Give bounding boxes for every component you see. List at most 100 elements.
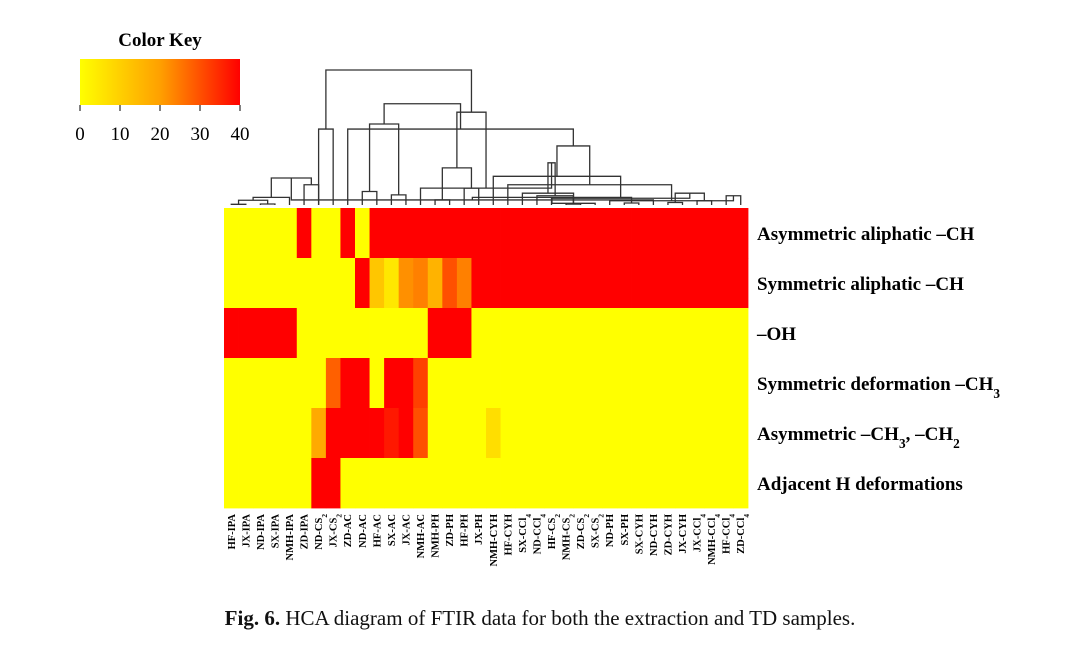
heatmap-cell xyxy=(544,408,560,459)
heatmap-cell xyxy=(558,408,574,459)
heatmap-cell xyxy=(238,308,254,359)
heatmap-cell xyxy=(544,358,560,409)
heatmap-cell xyxy=(646,208,662,259)
heatmap-cell xyxy=(675,458,691,509)
heatmap-cell xyxy=(689,258,705,309)
column-label: NMH-PH xyxy=(431,514,442,558)
heatmap-cell xyxy=(529,208,545,259)
heatmap-cell xyxy=(573,308,589,359)
heatmap-cell xyxy=(471,308,487,359)
heatmap-cell xyxy=(253,458,269,509)
heatmap-cell xyxy=(675,358,691,409)
heatmap-cell xyxy=(646,308,662,359)
color-key-tick-label: 40 xyxy=(231,124,250,145)
heatmap-cell xyxy=(369,358,385,409)
column-label: HF-CCl4 xyxy=(722,514,737,554)
heatmap-cell xyxy=(325,408,341,459)
heatmap-cell xyxy=(675,308,691,359)
heatmap-cell xyxy=(224,208,239,259)
column-label: ZD-PH xyxy=(445,514,456,547)
heatmap-cell xyxy=(544,458,560,509)
color-key-tick-label: 30 xyxy=(191,124,210,145)
column-label: NMH-CCl4 xyxy=(707,514,722,565)
heatmap-cell xyxy=(689,308,705,359)
heatmap-cell xyxy=(442,208,458,259)
heatmap-cell xyxy=(267,258,283,309)
heatmap-cell xyxy=(427,408,443,459)
heatmap-cell xyxy=(617,458,632,509)
heatmap-cell xyxy=(325,208,341,259)
column-label: SX-CYH xyxy=(634,514,645,554)
heatmap-cell xyxy=(646,408,662,459)
heatmap-cell xyxy=(573,208,589,259)
column-label: SX-PH xyxy=(620,514,631,546)
heatmap-cell xyxy=(602,458,618,509)
heatmap-cell xyxy=(733,408,749,459)
heatmap-cell xyxy=(602,408,618,459)
heatmap-cell xyxy=(427,358,443,409)
heatmap-cell xyxy=(282,208,298,259)
heatmap-cell xyxy=(311,458,327,509)
heatmap-cell xyxy=(733,458,749,509)
color-key: Color Key 0 10 20 30 40 xyxy=(75,30,249,145)
column-label: ZD-CS2 xyxy=(576,514,591,550)
heatmap-cell xyxy=(486,208,501,259)
heatmap-cell xyxy=(325,358,341,409)
heatmap-cell xyxy=(515,458,531,509)
heatmap-cell xyxy=(573,458,589,509)
column-label: HF-PH xyxy=(460,514,471,547)
heatmap-cell xyxy=(369,258,385,309)
heatmap-cell xyxy=(384,308,400,359)
heatmap-cell xyxy=(471,458,487,509)
heatmap-cell xyxy=(718,408,734,459)
column-label: SX-AC xyxy=(387,514,398,546)
heatmap-cell xyxy=(704,308,720,359)
heatmap-cell xyxy=(384,358,400,409)
heatmap-cell xyxy=(587,258,603,309)
heatmap-cell xyxy=(340,408,356,459)
heatmap-cell xyxy=(646,258,662,309)
heatmap-cell xyxy=(587,408,603,459)
heatmap-cell xyxy=(544,258,560,309)
heatmap-cell xyxy=(558,308,574,359)
heatmap-cell xyxy=(486,458,501,509)
heatmap-cell xyxy=(602,258,618,309)
heatmap-cell xyxy=(224,408,239,459)
column-label: ND-CS2 xyxy=(314,514,329,550)
heatmap-cell xyxy=(267,408,283,459)
heatmap-cell xyxy=(456,358,472,409)
column-label: NMH-CS2 xyxy=(562,514,577,561)
heatmap-cell xyxy=(587,308,603,359)
column-label: ND-CYH xyxy=(649,514,660,556)
heatmap-cell xyxy=(253,408,269,459)
heatmap-cell xyxy=(311,408,327,459)
column-label: SX-CCl4 xyxy=(518,514,533,553)
heatmap-cell xyxy=(413,408,429,459)
heatmap-cell xyxy=(500,358,516,409)
heatmap-cell xyxy=(325,308,341,359)
heatmap-cell xyxy=(253,358,269,409)
heatmap-cell xyxy=(675,408,691,459)
heatmap-cell xyxy=(282,408,298,459)
heatmap-cell xyxy=(675,208,691,259)
row-label: Symmetric deformation –CH3 xyxy=(757,374,1000,401)
heatmap-cell xyxy=(587,458,603,509)
heatmap-cell xyxy=(384,408,400,459)
heatmap-cell xyxy=(384,458,400,509)
heatmap-cell xyxy=(355,408,370,459)
heatmap-cell xyxy=(529,308,545,359)
heatmap-cell xyxy=(558,258,574,309)
heatmap-cell xyxy=(340,358,356,409)
column-label: HF-AC xyxy=(372,514,383,547)
dendrogram-link xyxy=(230,203,247,205)
heatmap-cell xyxy=(660,358,676,409)
heatmap-cell xyxy=(456,458,472,509)
heatmap-cell xyxy=(646,358,662,409)
heatmap-cell xyxy=(296,458,312,509)
heatmap-cell xyxy=(558,458,574,509)
heatmap-cell xyxy=(355,358,370,409)
heatmap-cell xyxy=(500,258,516,309)
heatmap-cell xyxy=(544,308,560,359)
heatmap-cell xyxy=(340,308,356,359)
heatmap-cell xyxy=(515,308,531,359)
